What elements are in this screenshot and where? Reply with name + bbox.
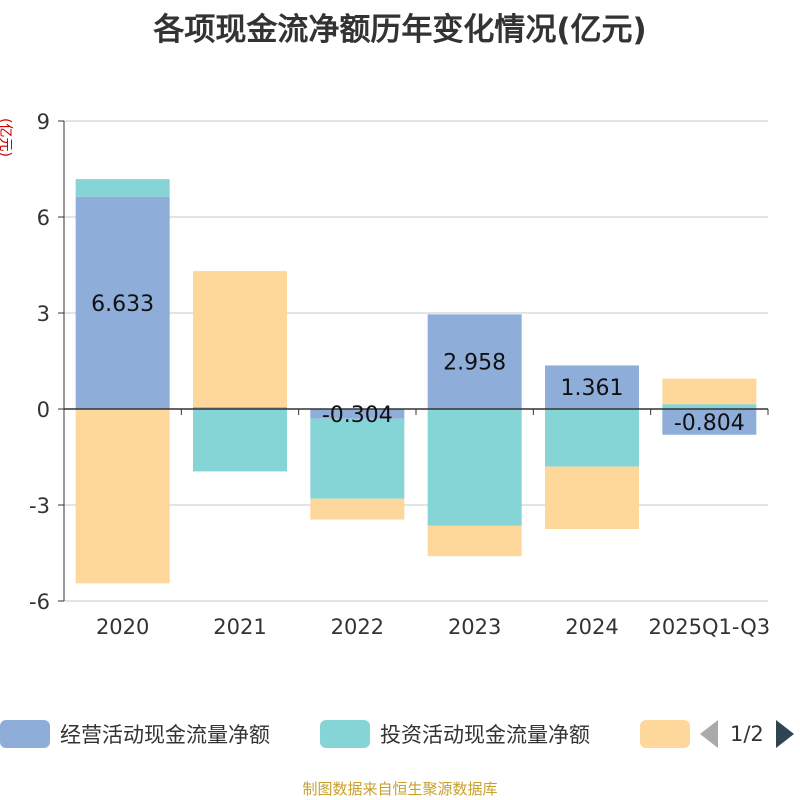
x-tick-label: 2021 — [213, 615, 266, 639]
data-source-note: 制图数据来自恒生聚源数据库 — [302, 780, 498, 798]
legend-item-investing[interactable]: 投资活动现金流量净额 — [320, 714, 590, 754]
bar-2023-series-0 — [427, 314, 522, 409]
bar-2025Q1-Q3-series-1 — [662, 404, 757, 409]
bar-2022-series-2 — [310, 498, 405, 520]
data-label-2020: 6.633 — [91, 292, 154, 317]
bar-2024-series-2 — [545, 466, 639, 529]
legend: 经营活动现金流量净额 投资活动现金流量净额 1/2 — [0, 714, 800, 754]
legend-item-financing[interactable] — [640, 714, 690, 754]
data-label-2025Q1-Q3: -0.804 — [674, 411, 745, 436]
data-label-2023: 2.958 — [443, 351, 506, 376]
data-label-2024: 1.361 — [561, 376, 624, 401]
legend-swatch-operating — [0, 720, 50, 748]
x-tick-label: 2025Q1-Q3 — [649, 615, 771, 639]
bar-2021-series-0 — [193, 407, 287, 409]
legend-prev-icon[interactable] — [700, 720, 718, 748]
bar-2023-series-2 — [427, 525, 522, 557]
y-tick-label: 3 — [37, 302, 50, 326]
bar-2022-series-0 — [310, 409, 405, 419]
bar-2024-series-0 — [545, 365, 639, 409]
legend-item-operating[interactable]: 经营活动现金流量净额 — [0, 714, 270, 754]
legend-page-indicator: 1/2 — [730, 722, 764, 746]
legend-pager: 1/2 — [700, 714, 794, 754]
bar-2021-series-2 — [193, 271, 287, 408]
x-tick-label: 2023 — [448, 615, 501, 639]
y-tick-label: 9 — [37, 110, 50, 134]
y-tick-label: 0 — [37, 398, 50, 422]
y-tick-label: -3 — [29, 494, 50, 518]
bar-2020-series-2 — [75, 409, 170, 584]
legend-next-icon[interactable] — [775, 720, 794, 748]
y-tick-label: 6 — [37, 206, 50, 230]
legend-label-investing: 投资活动现金流量净额 — [380, 723, 590, 747]
stacked-bar-chart: -6 -3 0 3 6 9 6.633 -0.304 2.958 1.361 -0.804 2020 2… — [29, 110, 771, 639]
y-tick-label: -6 — [29, 590, 50, 614]
bar-2021-series-1 — [193, 409, 287, 472]
bar-2020-series-0 — [75, 196, 170, 409]
x-tick-label: 2024 — [565, 615, 618, 639]
legend-swatch-financing — [640, 720, 690, 748]
x-tick-label: 2022 — [331, 615, 384, 639]
bar-2023-series-1 — [427, 409, 522, 526]
bar-2022-series-1 — [310, 418, 405, 499]
chart-title: 各项现金流净额历年变化情况(亿元) — [153, 12, 647, 48]
bar-2020-series-1 — [75, 179, 170, 197]
legend-swatch-investing — [320, 720, 370, 748]
data-label-2022: -0.304 — [322, 403, 393, 428]
bar-2024-series-1 — [545, 409, 639, 467]
bar-2025Q1-Q3-series-0 — [662, 409, 757, 435]
bar-2025Q1-Q3-series-2 — [662, 378, 757, 405]
x-tick-label: 2020 — [96, 615, 149, 639]
legend-label-operating: 经营活动现金流量净额 — [60, 723, 270, 747]
